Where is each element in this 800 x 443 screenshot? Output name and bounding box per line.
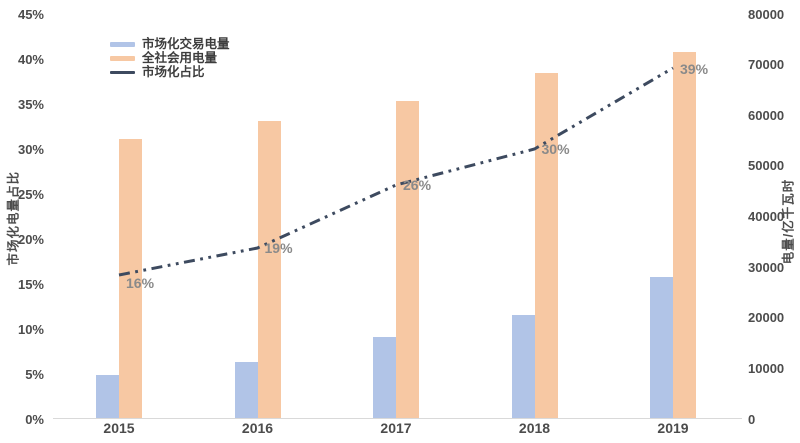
- left-axis-tick: 45%: [17, 6, 44, 22]
- marketization-ratio-swatch-icon: [110, 70, 135, 74]
- line-data-label: 16%: [126, 275, 155, 291]
- right-axis-tick: 10000: [748, 360, 785, 376]
- left-axis-tick: 20%: [17, 231, 44, 247]
- bar-total-society-consumption-2018: [534, 73, 558, 418]
- bar-market-traded-volume-2018: [511, 315, 535, 418]
- line-data-label: 30%: [541, 141, 570, 157]
- left-axis-tick: 15%: [17, 276, 44, 292]
- legend-label: 市场化占比: [142, 65, 205, 79]
- legend-item-marketization-ratio: 市场化占比: [110, 65, 230, 79]
- market-traded-volume-swatch-icon: [110, 41, 135, 47]
- bar-total-society-consumption-2016: [257, 120, 281, 418]
- left-axis-tick: 30%: [17, 141, 44, 157]
- right-axis-tick: 50000: [748, 158, 785, 174]
- right-axis-tick: 70000: [748, 57, 785, 73]
- bar-market-traded-volume-2017: [373, 336, 396, 418]
- line-data-label: 19%: [264, 240, 293, 256]
- left-axis-tick: 40%: [17, 51, 44, 67]
- line-data-label: 26%: [403, 177, 432, 193]
- line-data-label: 39%: [680, 61, 709, 77]
- bar-total-society-consumption-2019: [673, 51, 696, 418]
- bar-market-traded-volume-2019: [650, 277, 673, 418]
- right-axis-tick: 80000: [748, 6, 785, 22]
- x-axis-label: 2018: [518, 420, 551, 436]
- legend-item-total-society-consumption: 全社会用电量: [110, 51, 230, 65]
- legend-item-market-traded-volume: 市场化交易电量: [110, 37, 230, 51]
- left-axis-tick: 10%: [17, 321, 44, 337]
- x-axis-line: [53, 418, 742, 419]
- x-axis-label: 2017: [380, 420, 412, 436]
- bar-market-traded-volume-2015: [96, 374, 119, 418]
- left-axis-tick: 5%: [25, 366, 44, 382]
- total-society-consumption-swatch-icon: [110, 55, 135, 61]
- bar-market-traded-volume-2016: [234, 361, 258, 418]
- right-axis-tick: 0: [748, 411, 756, 427]
- legend-label: 市场化交易电量: [142, 37, 230, 51]
- right-axis-tick: 40000: [748, 209, 785, 224]
- right-axis-tick: 60000: [748, 107, 785, 123]
- x-axis-label: 2015: [103, 420, 135, 436]
- x-axis-label: 2019: [657, 420, 689, 436]
- x-axis-label: 2016: [241, 420, 274, 436]
- left-axis-tick: 35%: [17, 96, 44, 112]
- bar-total-society-consumption-2017: [396, 101, 419, 418]
- legend-label: 全社会用电量: [142, 51, 218, 65]
- left-axis-tick: 0%: [25, 411, 44, 427]
- left-axis-tick: 25%: [17, 186, 44, 202]
- legend: 市场化交易电量 全社会用电量 市场化占比: [110, 37, 230, 79]
- right-axis-tick: 30000: [748, 259, 785, 275]
- right-axis-tick: 20000: [748, 310, 785, 326]
